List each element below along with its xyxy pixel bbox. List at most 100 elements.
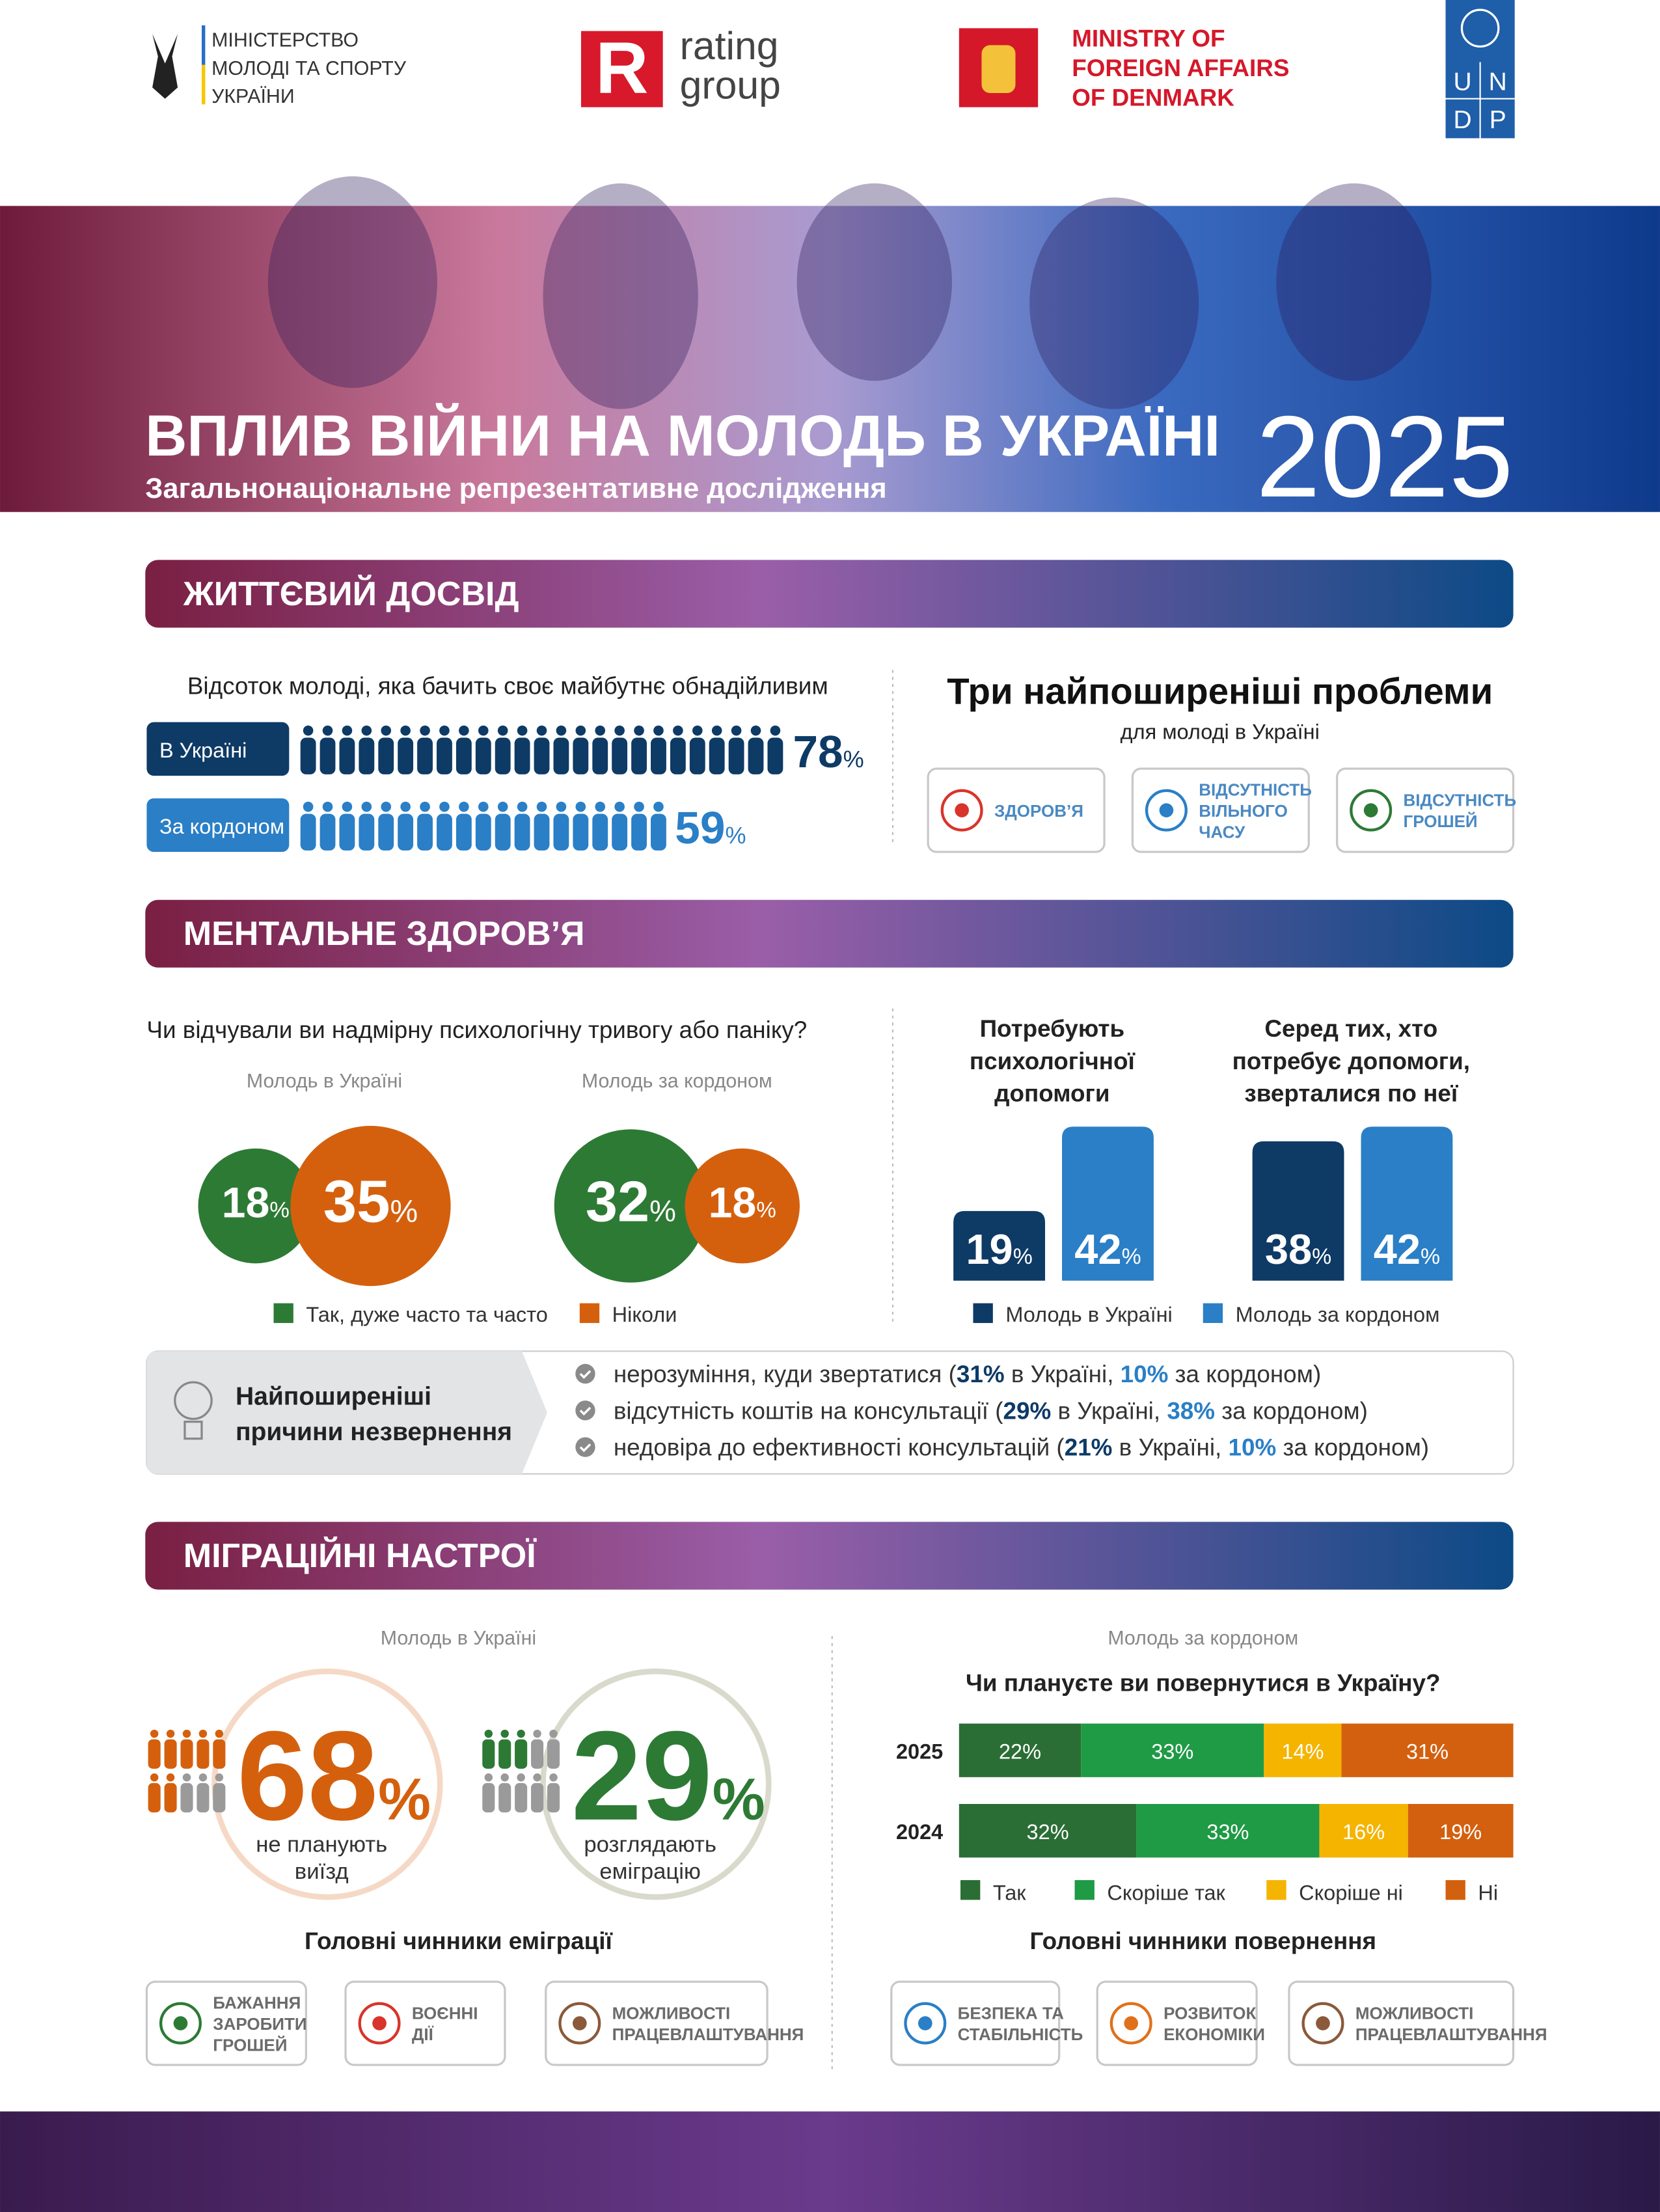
reason-lead: відсутність коштів на консультації ( — [614, 1397, 1003, 1424]
undp-letter: P — [1490, 106, 1506, 134]
person-body — [534, 737, 550, 774]
person-head — [198, 1773, 208, 1782]
number: 68 — [237, 1705, 378, 1847]
segment-label: 14% — [1281, 1740, 1324, 1764]
reason-lead: недовіра до ефективності консультацій ( — [614, 1434, 1065, 1461]
un-emblem — [1460, 8, 1500, 48]
percent-sign: % — [843, 746, 864, 772]
person-body — [547, 1739, 560, 1769]
box-icon — [940, 789, 983, 832]
person-body — [612, 813, 628, 851]
person-body — [180, 1739, 193, 1769]
box-text: ВІДСУТНІСТЬ — [1404, 791, 1517, 810]
bar-segment — [1081, 1723, 1264, 1777]
section-heading: ЖИТТЄВИЙ ДОСВІД — [183, 575, 519, 613]
bar-segment — [959, 1723, 1082, 1777]
person-head — [497, 801, 508, 812]
person-body — [531, 1782, 544, 1812]
person-head — [361, 801, 372, 812]
help-title: Серед тих, хто — [1264, 1015, 1437, 1042]
stat-ring — [540, 1668, 772, 1900]
percent-sign: % — [269, 1198, 290, 1223]
footer-band — [0, 2111, 1660, 2212]
icon-box — [890, 1980, 1061, 2066]
person-body — [378, 813, 394, 851]
denmark-shield — [981, 45, 1016, 94]
people-grid — [148, 1729, 226, 1812]
person-body — [553, 737, 569, 774]
section-band-bg — [145, 1522, 1514, 1590]
person-head — [575, 725, 586, 736]
icon-box — [545, 1980, 769, 2066]
person-body — [417, 813, 433, 851]
icon-box — [1131, 767, 1310, 853]
person-head — [322, 801, 333, 812]
legend-label: Так — [993, 1881, 1026, 1904]
box-icon — [904, 2002, 947, 2045]
box-text: ВІЛЬНОГО — [1199, 801, 1288, 821]
person-head — [517, 801, 528, 812]
silhouette — [267, 176, 437, 389]
person-body — [339, 813, 355, 851]
person-head — [595, 725, 606, 736]
reason-abroad: 10% — [1121, 1361, 1169, 1387]
legend-label: Скоріше ні — [1299, 1881, 1403, 1904]
bubble — [198, 1148, 314, 1264]
section-band-bg — [145, 899, 1514, 968]
box-icon — [558, 2002, 601, 2045]
reason-end: за кордоном) — [1276, 1434, 1429, 1461]
icon-box — [344, 1980, 506, 2066]
silhouette — [543, 183, 698, 409]
person-head — [692, 725, 703, 736]
person-head — [517, 1729, 525, 1738]
person-head — [711, 725, 722, 736]
bar-label: 42% — [1074, 1225, 1141, 1273]
person-head — [595, 801, 606, 812]
percent-sign: % — [390, 1195, 418, 1229]
person-head — [653, 725, 664, 736]
person-head — [634, 725, 644, 736]
hero-year: 2025 — [1256, 392, 1513, 521]
check-icon — [575, 1400, 595, 1421]
group-title: Молодь за кордоном — [1108, 1628, 1298, 1649]
number: 78 — [793, 726, 843, 777]
logo-rating: R rating group — [580, 23, 781, 109]
bar — [1062, 1126, 1154, 1281]
person-head — [322, 725, 333, 736]
silhouette — [796, 183, 952, 381]
person-body — [164, 1739, 177, 1769]
factors-title: Головні чинники еміграції — [305, 1928, 613, 1954]
person-body — [339, 737, 355, 774]
person-body — [498, 1739, 511, 1769]
percent-sign: % — [1312, 1244, 1331, 1269]
person-body — [148, 1782, 161, 1812]
reason-mid: в Україні, — [1112, 1434, 1228, 1461]
reason-text: нерозуміння, куди звертатися (31% в Укра… — [614, 1361, 1321, 1387]
person-body — [728, 737, 744, 774]
box-icon — [1301, 2002, 1344, 2045]
number: 42 — [1374, 1225, 1421, 1273]
box-text: ГРОШЕЙ — [213, 2035, 287, 2055]
box-icon — [1109, 2002, 1152, 2045]
bubble — [554, 1129, 708, 1283]
silhouettes — [267, 176, 1432, 409]
box-text: РОЗВИТОК — [1163, 2004, 1256, 2023]
person-body — [456, 813, 472, 851]
bar-segment — [1319, 1803, 1408, 1858]
legend-label: Так, дуже часто та часто — [306, 1303, 548, 1326]
check-mark — [579, 1406, 592, 1416]
person-body — [180, 1782, 193, 1812]
person-body — [573, 737, 589, 774]
person-head — [400, 801, 411, 812]
number: 32 — [586, 1169, 649, 1234]
rating-word: rating — [680, 23, 779, 68]
reason-ukraine: 21% — [1065, 1434, 1113, 1461]
person-body — [417, 737, 433, 774]
person-head — [439, 725, 450, 736]
section-heading: МІГРАЦІЙНІ НАСТРОЇ — [184, 1536, 537, 1575]
check-mark — [579, 1370, 592, 1379]
hero: ВПЛИВ ВІЙНИ НА МОЛОДЬ В УКРАЇНІ Загально… — [0, 176, 1660, 521]
person-body — [612, 737, 628, 774]
check-icon — [575, 1363, 595, 1384]
box-icon-dot — [173, 2016, 188, 2030]
